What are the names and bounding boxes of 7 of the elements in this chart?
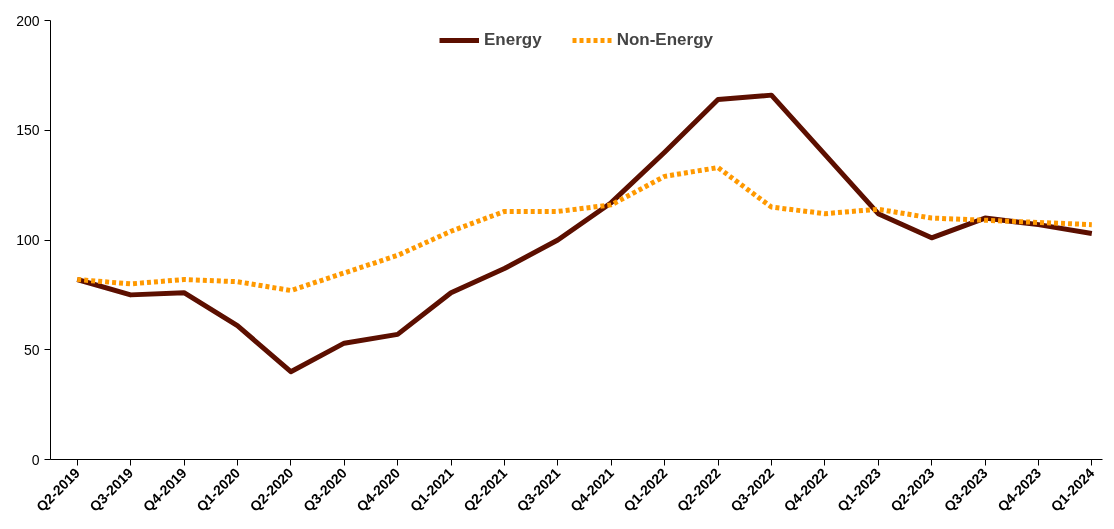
y-tick-label: 50 [23, 341, 40, 358]
y-tick-label: 150 [16, 122, 40, 139]
y-tick-label: 0 [31, 451, 40, 468]
legend-label: Energy [484, 30, 542, 50]
y-tick-label: 200 [16, 12, 40, 29]
y-tick-label: 100 [16, 232, 40, 248]
legend-label: Non-Energy [616, 30, 713, 50]
